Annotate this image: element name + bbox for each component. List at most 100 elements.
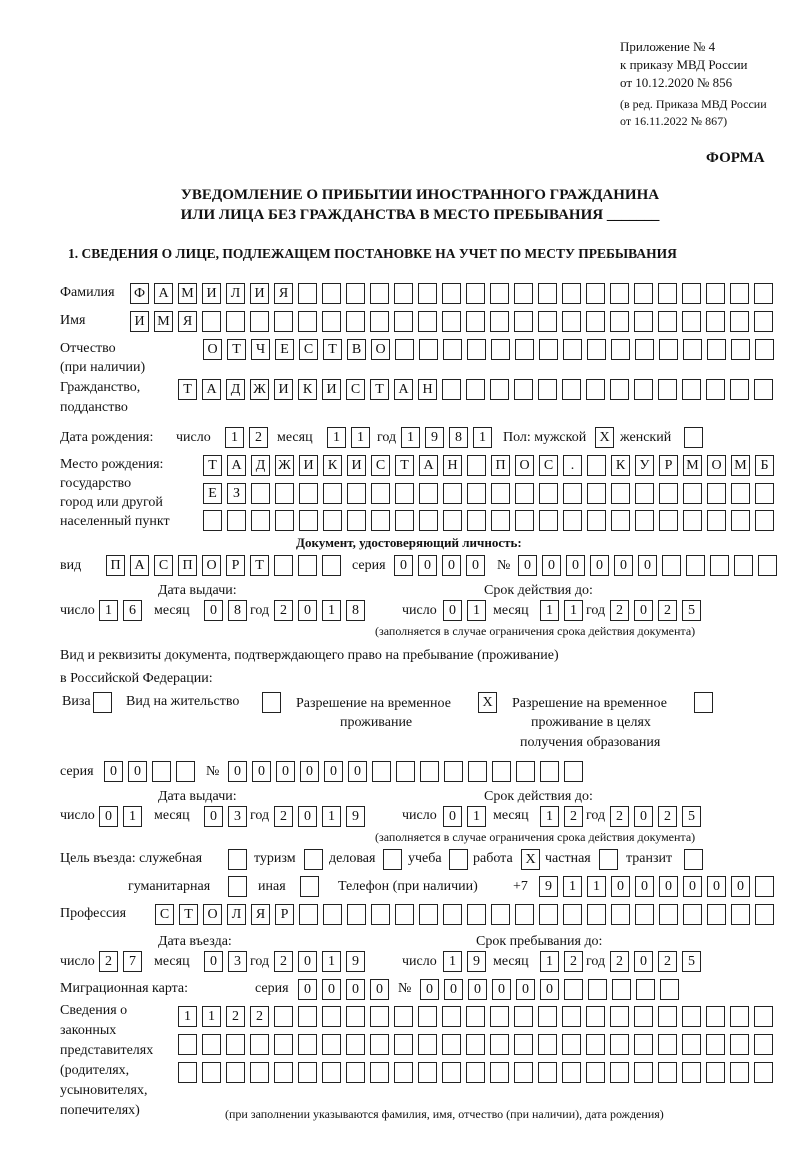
reps-note: (при заполнении указываются фамилия, имя… (225, 1107, 664, 1121)
citizenship-box (466, 379, 485, 400)
birthplace-2-box (587, 483, 606, 504)
rd-valid-day-box: 1 (467, 806, 486, 827)
section-1-heading: 1. СВЕДЕНИЯ О ЛИЦЕ, ПОДЛЕЖАЩЕМ ПОСТАНОВК… (68, 246, 677, 261)
birthplace-1-box: Н (443, 455, 462, 476)
profession-box (611, 904, 630, 925)
citizenship-box (658, 379, 677, 400)
birth-year-box: 8 (449, 427, 468, 448)
surname-box (466, 283, 485, 304)
name-box (610, 311, 629, 332)
name-box (754, 311, 773, 332)
rd-series-box: 0 (104, 761, 123, 782)
migration-card-label: Миграционная карта: (60, 981, 189, 996)
birthplace-3-box (731, 510, 750, 531)
profession-box (323, 904, 342, 925)
birthplace-3-box (203, 510, 222, 531)
birthplace-1-box: М (683, 455, 702, 476)
stay-month-box: 1 (540, 951, 559, 972)
entry-day-box: 2 (99, 951, 118, 972)
stay-day-box: 9 (467, 951, 486, 972)
birth-day-box: 1 (225, 427, 244, 448)
birthplace-1-box: П (491, 455, 510, 476)
birthplace-1-box: А (419, 455, 438, 476)
birthplace-2-box (683, 483, 702, 504)
reps-2-box (346, 1034, 365, 1055)
patronymic-box: О (371, 339, 390, 360)
profession-box: Л (227, 904, 246, 925)
id-kind-label: вид (60, 558, 82, 573)
name-box (466, 311, 485, 332)
phone-label: Телефон (при наличии) (338, 879, 478, 894)
entry-year-box: 0 (298, 951, 317, 972)
form-title-line2: ИЛИ ЛИЦА БЕЗ ГРАЖДАНСТВА В МЕСТО ПРЕБЫВА… (180, 207, 660, 223)
citizenship-box (706, 379, 725, 400)
birthplace-3-box (563, 510, 582, 531)
birthplace-1-box: С (371, 455, 390, 476)
rd-number-box (516, 761, 535, 782)
citizenship-box (586, 379, 605, 400)
reps-2-box (274, 1034, 293, 1055)
rd-issue-day-box: 0 (99, 806, 118, 827)
id-kind-box: А (130, 555, 149, 576)
birthplace-3-box (443, 510, 462, 531)
name-box (346, 311, 365, 332)
day-label: число (402, 603, 437, 618)
id-kind-box: П (106, 555, 125, 576)
residence-permit-label: Вид на жительство (126, 694, 240, 709)
citizenship-label: Гражданство, (60, 380, 141, 395)
rd-number-box (492, 761, 511, 782)
surname-box (514, 283, 533, 304)
id-number-box (734, 555, 753, 576)
reps-1-box (538, 1006, 557, 1027)
reps-1-box: 2 (226, 1006, 245, 1027)
rd-series-box: 0 (128, 761, 147, 782)
reps-1-box (562, 1006, 581, 1027)
citizenship-box: А (394, 379, 413, 400)
profession-label: Профессия (60, 906, 127, 921)
reps-label: представителях (60, 1043, 154, 1058)
rd-issue-day-box: 1 (123, 806, 142, 827)
patronymic-box (539, 339, 558, 360)
reps-3-box (634, 1062, 653, 1083)
profession-box (683, 904, 702, 925)
id-issue-day-box: 6 (123, 600, 142, 621)
birth-month-box: 1 (327, 427, 346, 448)
mc-number-box (612, 979, 631, 1000)
entry-month-box: 3 (228, 951, 247, 972)
reps-3-box (226, 1062, 245, 1083)
id-valid-year-box: 5 (682, 600, 701, 621)
birthplace-3-box (227, 510, 246, 531)
patronymic-box (683, 339, 702, 360)
reps-2-box (730, 1034, 749, 1055)
name-box (730, 311, 749, 332)
birthplace-3-box (491, 510, 510, 531)
birthplace-2-box (491, 483, 510, 504)
birth-day-box: 2 (249, 427, 268, 448)
issue-date-label: Дата выдачи: (158, 583, 237, 598)
birthplace-3-box (347, 510, 366, 531)
other-label: иная (258, 879, 286, 894)
birthplace-1-box: Ж (275, 455, 294, 476)
reps-1-box (634, 1006, 653, 1027)
id-series-label: серия (352, 558, 386, 573)
profession-box (395, 904, 414, 925)
patronymic-label: Отчество (60, 341, 116, 356)
patronymic-box (491, 339, 510, 360)
rd-valid-year-box: 2 (610, 806, 629, 827)
day-label: число (60, 603, 95, 618)
birthplace-3-box (659, 510, 678, 531)
id-issue-year-box: 1 (322, 600, 341, 621)
birthplace-2-box (635, 483, 654, 504)
surname-box: Я (274, 283, 293, 304)
p-other-box (300, 876, 319, 897)
surname-box (298, 283, 317, 304)
patronymic-box: Ч (251, 339, 270, 360)
id-number-label: № (497, 558, 511, 573)
id-issue-month-box: 0 (204, 600, 223, 621)
rd-number-box: 0 (348, 761, 367, 782)
birthplace-1-box: Р (659, 455, 678, 476)
phone-box: 9 (539, 876, 558, 897)
name-box (322, 311, 341, 332)
citizenship-box (442, 379, 461, 400)
stay-day-box: 1 (443, 951, 462, 972)
